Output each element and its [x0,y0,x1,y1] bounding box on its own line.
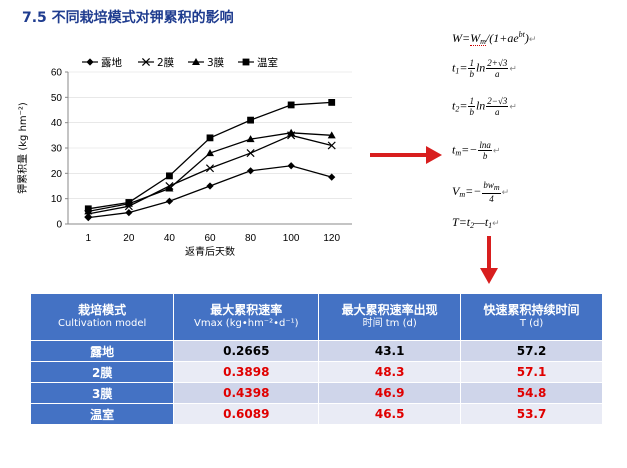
cell-tm: 43.1 [318,340,462,362]
cell-duration: 54.8 [460,382,603,404]
series-line [88,132,332,212]
point-marker [206,149,214,157]
point-marker [86,58,94,66]
accumulation-table: 栽培模式 Cultivation model 最大累积速率 Vmax (kg•hm⁻… [29,293,603,425]
point-marker [206,182,214,190]
x-tick-label: 100 [283,233,300,244]
table-row: 2膜 0.3898 48.3 57.1 [29,361,603,383]
y-tick-label: 10 [51,194,63,205]
point-marker [125,199,133,206]
slide-title: 7.5 不同栽培模式对钾累积的影响 [22,10,234,26]
cell-vmax: 0.4398 [173,382,320,404]
point-marker [328,99,336,106]
down-arrow-icon [480,236,498,284]
point-marker [165,184,174,192]
formula-w: W=Wm/(1+aebt)↵ [452,30,537,46]
point-marker [84,214,92,222]
table-row: 温室 0.6089 46.5 53.7 [29,403,603,425]
legend-item: 露地 [82,56,122,69]
point-marker [192,58,200,65]
point-marker [327,141,336,150]
formula-tm: tm=− lna b ↵ [452,140,501,161]
series-square [84,99,336,213]
point-marker [141,57,151,67]
formula-vm: Vm=− bwm 4 ↵ [452,180,510,204]
y-tick-label: 30 [51,144,63,155]
y-axis-label: 钾累积量 (kg hm⁻²) [16,102,29,194]
x-tick-label: 20 [123,233,135,244]
x-tick-label: 80 [245,233,257,244]
point-marker [246,135,255,143]
point-marker [246,167,255,175]
table-row: 3膜 0.4398 46.9 54.8 [29,382,603,404]
point-marker [287,162,295,170]
table-row: 露地 0.2665 43.1 57.2 [29,340,603,362]
legend-label: 露地 [101,56,122,69]
x-tick-label: 40 [164,233,176,244]
col-header-vmax: 最大累积速率 Vmax (kg•hm⁻²•d⁻¹) [173,293,320,341]
cell-tm: 48.3 [318,361,462,383]
point-marker [84,205,92,213]
y-tick-label: 60 [51,68,63,79]
cell-vmax: 0.2665 [173,340,320,362]
cell-duration: 53.7 [460,403,603,425]
cell-duration: 57.1 [460,361,603,383]
x-tick-label: 120 [323,233,340,244]
cell-tm: 46.9 [318,382,462,404]
legend-item: 3膜 [188,57,225,69]
cell-vmax: 0.3898 [173,361,320,383]
point-marker [205,164,215,173]
y-tick-label: 40 [51,118,63,129]
right-arrow-icon [370,146,442,164]
cell-vmax: 0.6089 [173,403,320,425]
col-header-mode: 栽培模式 Cultivation model [29,293,175,341]
legend-item: 2膜 [138,57,175,69]
legend-label: 3膜 [207,57,225,69]
point-marker [206,134,214,142]
cell-duration: 57.2 [460,340,603,362]
point-marker [287,128,296,136]
x-axis-label: 返青后天数 [185,245,235,258]
point-marker [242,58,250,66]
y-tick-label: 50 [51,93,63,104]
formula-T: T=t2—t1↵ [452,215,500,230]
point-marker [328,173,336,181]
x-tick-label: 60 [204,233,216,244]
legend-label: 2膜 [157,57,175,69]
point-marker [287,101,295,109]
series-triangle [84,128,336,215]
y-tick-label: 0 [56,220,62,231]
row-mode: 露地 [29,340,175,362]
col-header-tm: 最大累积速率出现 时间 tm (d) [318,293,462,341]
row-mode: 温室 [29,403,175,425]
row-mode: 3膜 [29,382,175,404]
x-tick-label: 1 [86,233,92,244]
formula-t2: t2= 1 b ln 2−√3 a ↵ [452,96,517,117]
point-marker [166,172,173,180]
cell-tm: 46.5 [318,403,462,425]
y-tick-label: 20 [51,169,63,180]
point-marker [247,116,254,124]
legend-item: 温室 [238,56,278,69]
point-marker [327,131,336,139]
point-marker [246,149,255,158]
point-marker [125,209,133,217]
series-line [88,134,332,215]
row-mode: 2膜 [29,361,175,383]
series-diamond [84,162,336,222]
col-header-duration: 快速累积持续时间 T (d) [460,293,603,341]
legend-label: 温室 [257,56,278,69]
formula-t1: t1= 1 b ln 2+√3 a ↵ [452,58,517,79]
point-marker [165,197,174,205]
